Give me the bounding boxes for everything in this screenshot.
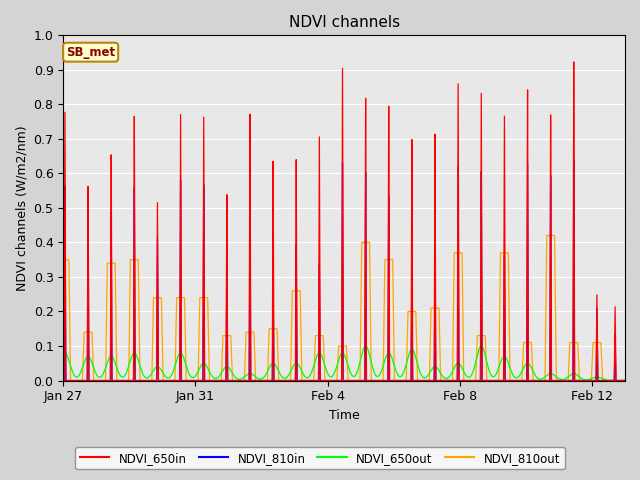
NDVI_650in [60,378,67,384]
NDVI_810out [543,233,550,239]
NDVI_650in [274,378,282,384]
Line: NDVI_650in: NDVI_650in [63,62,625,381]
NDVI_810out [67,378,74,384]
NDVI_810out [161,378,169,384]
NDVI_810out [60,257,67,263]
Y-axis label: NDVI channels (W/m2/nm): NDVI channels (W/m2/nm) [15,125,28,291]
NDVI_650in [479,378,486,384]
NDVI_810in [521,378,529,384]
Line: NDVI_810out: NDVI_810out [63,236,625,381]
NDVI_650out [621,378,629,384]
Line: NDVI_650out: NDVI_650out [63,346,625,381]
NDVI_650out [161,373,169,379]
NDVI_650in [621,378,629,384]
NDVI_810in [570,157,578,163]
Title: NDVI channels: NDVI channels [289,15,400,30]
NDVI_650in [425,378,433,384]
NDVI_810out [396,378,404,384]
Text: SB_met: SB_met [66,46,115,59]
NDVI_810out [274,356,282,361]
NDVI_650out [522,362,529,368]
NDVI_810out [621,378,629,384]
NDVI_810out [479,333,486,338]
NDVI_650out [477,343,485,349]
NDVI_650in [521,378,529,384]
NDVI_810in [161,378,169,384]
NDVI_810in [621,378,629,384]
NDVI_650out [396,374,404,380]
NDVI_650out [479,344,486,350]
Legend: NDVI_650in, NDVI_810in, NDVI_650out, NDVI_810out: NDVI_650in, NDVI_810in, NDVI_650out, NDV… [75,447,565,469]
NDVI_650in [570,59,578,65]
NDVI_650out [425,372,433,377]
NDVI_650out [274,367,282,372]
NDVI_650in [396,378,404,384]
NDVI_810in [60,378,67,384]
NDVI_650in [161,378,169,384]
NDVI_810in [274,378,282,384]
X-axis label: Time: Time [329,409,360,422]
NDVI_650out [60,351,67,357]
NDVI_810in [479,378,486,384]
Line: NDVI_810in: NDVI_810in [63,160,625,381]
NDVI_810in [396,378,404,384]
NDVI_810out [522,340,529,346]
NDVI_810in [425,378,433,384]
NDVI_810out [425,378,433,384]
